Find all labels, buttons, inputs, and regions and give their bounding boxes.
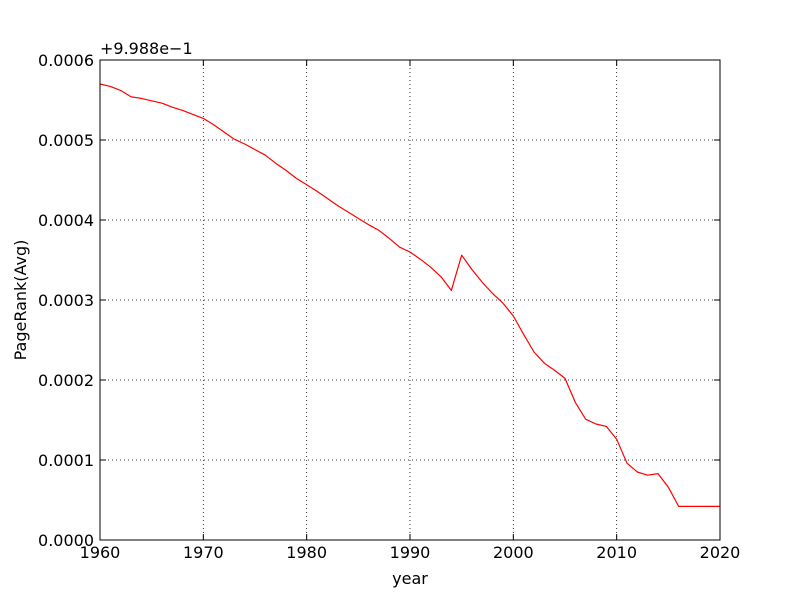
x-axis-label: year xyxy=(392,569,428,588)
x-tick-label: 1980 xyxy=(286,543,327,562)
y-tick-label: 0.0002 xyxy=(38,371,94,390)
y-tick-label: 0.0005 xyxy=(38,131,94,150)
x-tick-label: 1990 xyxy=(390,543,431,562)
series-layer xyxy=(99,83,720,507)
y-axis-label: PageRank(Avg) xyxy=(11,240,30,361)
x-tick-label: 1960 xyxy=(80,543,121,562)
y-tick-label: 0.0003 xyxy=(38,291,94,310)
x-tick-label: 1970 xyxy=(183,543,224,562)
y-tick-label: 0.0000 xyxy=(38,531,94,550)
x-tick-label: 2020 xyxy=(700,543,741,562)
grid xyxy=(100,60,720,540)
ticks: 1960 1970 1980 1990 2000 2010 2020 0.0000 0.0001… xyxy=(38,51,740,562)
x-tick-label: 2010 xyxy=(596,543,637,562)
y-tick-label: 0.0004 xyxy=(38,211,94,230)
y-tick-label: 0.0001 xyxy=(38,451,94,470)
y-axis-offset-label: +9.988e−1 xyxy=(100,39,193,58)
y-tick-label: 0.0006 xyxy=(38,51,94,70)
series-line xyxy=(99,83,720,507)
x-tick-label: 2000 xyxy=(493,543,534,562)
